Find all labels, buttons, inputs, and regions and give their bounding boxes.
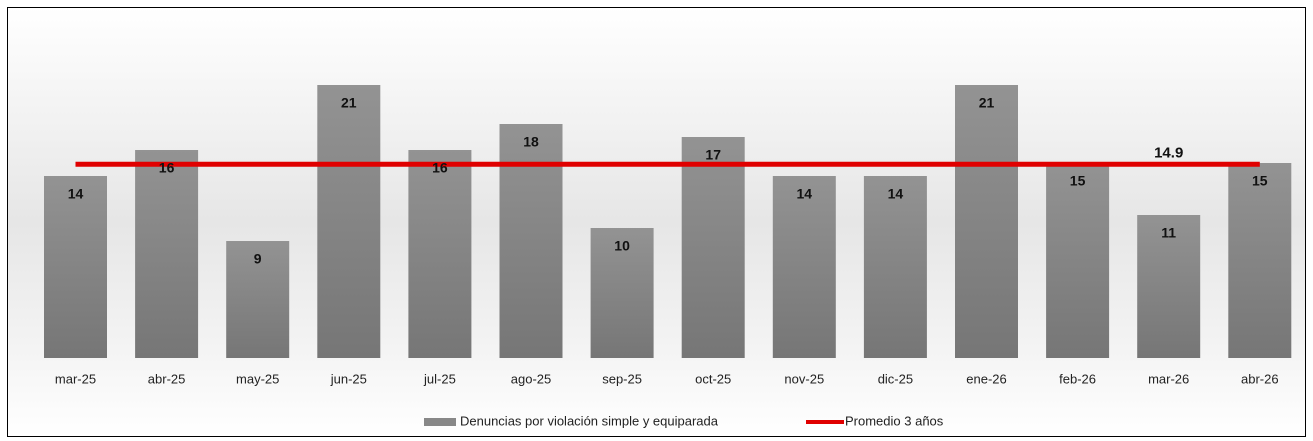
- bar: [1046, 163, 1110, 358]
- data-label: 15: [1252, 173, 1268, 189]
- x-tick-label: jul-25: [423, 371, 456, 386]
- x-tick-label: dic-25: [878, 371, 913, 386]
- x-tick-label: sep-25: [602, 371, 642, 386]
- bar: [772, 176, 836, 358]
- x-tick-label: abr-25: [148, 371, 186, 386]
- bar: [955, 85, 1018, 358]
- x-tick-label: jun-25: [330, 371, 367, 386]
- data-label: 16: [159, 160, 175, 176]
- data-label: 14: [68, 186, 84, 202]
- data-label: 9: [254, 251, 262, 267]
- x-tick-label: mar-25: [55, 371, 96, 386]
- legend-swatch: [424, 418, 456, 426]
- x-tick-label: ene-26: [966, 371, 1006, 386]
- x-tick-label: feb-26: [1059, 371, 1096, 386]
- x-tick-label: oct-25: [695, 371, 731, 386]
- bar: [1228, 163, 1292, 358]
- x-tick-label: ago-25: [511, 371, 551, 386]
- bar: [226, 241, 290, 358]
- bar: [135, 150, 199, 358]
- bar: [1137, 215, 1201, 358]
- data-label: 11: [1161, 225, 1176, 241]
- x-tick-label: mar-26: [1148, 371, 1189, 386]
- data-label: 14: [888, 186, 904, 202]
- legend-label: Denuncias por violación simple y equipar…: [460, 413, 719, 428]
- data-label: 21: [979, 95, 995, 111]
- legend-label: Promedio 3 años: [845, 413, 944, 428]
- data-label: 18: [523, 134, 539, 150]
- data-label: 17: [705, 147, 721, 163]
- bar: [499, 124, 563, 358]
- average-label: 14.9: [1154, 144, 1183, 161]
- bar: [863, 176, 927, 358]
- data-label: 14: [797, 186, 813, 202]
- x-tick-label: may-25: [236, 371, 279, 386]
- chart-frame: [7, 7, 1306, 437]
- bar: [681, 137, 745, 358]
- bar: [44, 176, 107, 358]
- legend: Denuncias por violación simple y equipar…: [424, 413, 944, 428]
- data-label: 16: [432, 160, 448, 176]
- x-tick-label: nov-25: [784, 371, 824, 386]
- data-label: 21: [341, 95, 357, 111]
- data-label: 10: [614, 238, 630, 254]
- bar: [590, 228, 654, 358]
- data-label: 15: [1070, 173, 1086, 189]
- bar: [408, 150, 472, 358]
- bar: [317, 85, 381, 358]
- x-tick-label: abr-26: [1241, 371, 1279, 386]
